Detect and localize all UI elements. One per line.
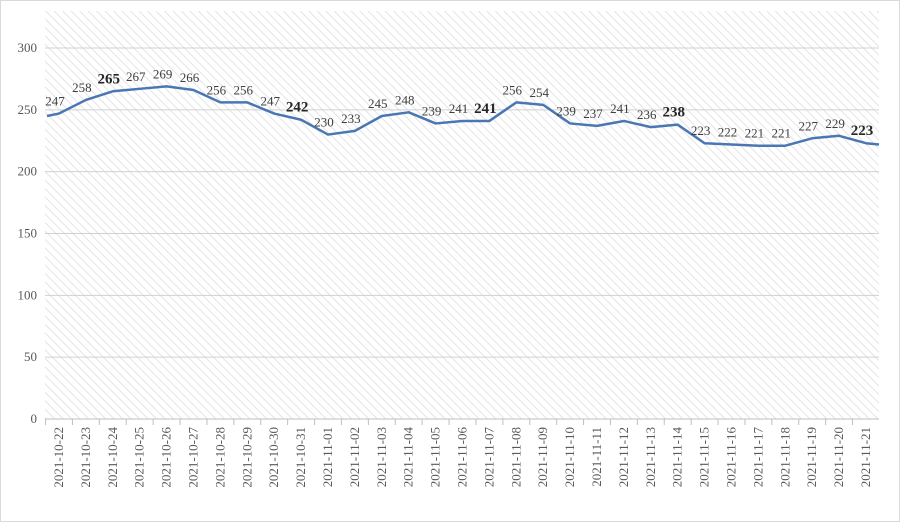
data-label: 241	[474, 101, 497, 117]
x-tick-label: 2021-11-20	[831, 427, 846, 487]
x-tick-label: 2021-11-04	[401, 427, 416, 488]
data-label: 239	[422, 103, 442, 118]
gridlines	[45, 47, 879, 420]
data-label: 256	[234, 82, 254, 97]
y-tick-label: 250	[18, 102, 38, 117]
y-tick-label: 150	[18, 226, 38, 241]
data-label: 266	[180, 70, 200, 85]
x-tick-label: 2021-11-19	[804, 427, 819, 487]
data-label: 256	[207, 82, 227, 97]
data-label: 236	[637, 107, 657, 122]
x-tick-label: 2021-11-12	[616, 427, 631, 487]
data-label: 241	[449, 101, 469, 116]
data-labels: 247 258 265 267 269 266 256 256 247 242 230 233 245 2…	[45, 66, 873, 140]
x-tick-label: 2021-11-01	[320, 427, 335, 487]
x-tick-label: 2021-11-11	[589, 427, 604, 487]
data-label: 233	[341, 111, 361, 126]
data-label: 248	[395, 92, 415, 107]
data-label: 237	[583, 106, 603, 121]
x-tick-label: 2021-11-15	[697, 427, 712, 487]
x-tick-label: 2021-11-16	[724, 427, 739, 488]
x-tick-label: 2021-10-26	[159, 427, 174, 488]
x-tick-label: 2021-11-05	[428, 427, 443, 487]
x-tick-label: 2021-11-13	[643, 427, 658, 487]
x-tick-label: 2021-10-29	[239, 427, 254, 488]
data-label: 239	[556, 103, 576, 118]
data-label: 245	[368, 96, 388, 111]
x-tick-label: 2021-11-10	[562, 427, 577, 487]
x-tick-label: 2021-10-24	[105, 427, 120, 488]
y-tick-label: 0	[31, 411, 38, 426]
x-tick-label: 2021-11-14	[670, 427, 685, 488]
x-tick-label: 2021-11-03	[374, 427, 389, 487]
data-label: 267	[126, 69, 146, 84]
data-label: 269	[153, 66, 173, 81]
y-tick-label: 50	[24, 349, 37, 364]
data-label: 223	[851, 123, 874, 139]
data-label: 247	[45, 94, 65, 109]
x-tick-label: 2021-11-17	[750, 427, 765, 488]
data-label: 265	[98, 71, 121, 87]
x-tick-label: 2021-11-06	[455, 427, 470, 488]
series-polyline	[46, 85, 880, 147]
x-tick-label: 2021-10-22	[51, 427, 66, 488]
data-label: 256	[503, 82, 523, 97]
x-tick-label: 2021-10-25	[132, 427, 147, 488]
y-tick-label: 100	[18, 287, 38, 302]
x-tick-label: 2021-10-28	[212, 427, 227, 488]
data-label: 238	[662, 105, 685, 121]
x-tick-label: 2021-11-21	[858, 427, 873, 487]
data-label: 241	[610, 101, 630, 116]
data-label: 221	[745, 126, 765, 141]
series-line	[46, 85, 880, 147]
plot-area	[45, 11, 879, 419]
data-label: 258	[72, 80, 92, 95]
x-tick-label: 2021-11-07	[481, 427, 496, 488]
data-label: 221	[772, 126, 792, 141]
x-tick-label: 2021-11-02	[347, 427, 362, 487]
data-label: 242	[286, 100, 309, 116]
data-label: 223	[691, 123, 711, 138]
data-label: 222	[718, 124, 738, 139]
data-label: 254	[529, 85, 549, 100]
y-tick-label: 300	[18, 40, 38, 55]
data-label: 227	[798, 118, 818, 133]
x-tick-label: 2021-10-27	[186, 427, 201, 488]
x-tick-label: 2021-10-31	[293, 427, 308, 488]
y-axis: 0 50 100 150 200 250 300	[18, 40, 38, 426]
x-tick-label: 2021-10-23	[78, 427, 93, 488]
x-tick-label: 2021-11-09	[535, 427, 550, 487]
data-label: 247	[260, 94, 280, 109]
x-tick-label: 2021-10-30	[266, 427, 281, 488]
x-axis: 2021-10-22 2021-10-23 2021-10-24 2021-10-25…	[45, 419, 873, 488]
x-tick-label: 2021-11-08	[508, 427, 523, 487]
data-label: 229	[825, 116, 845, 131]
y-tick-label: 200	[18, 164, 38, 179]
data-label: 230	[314, 115, 334, 130]
x-tick-label: 2021-11-18	[777, 427, 792, 487]
